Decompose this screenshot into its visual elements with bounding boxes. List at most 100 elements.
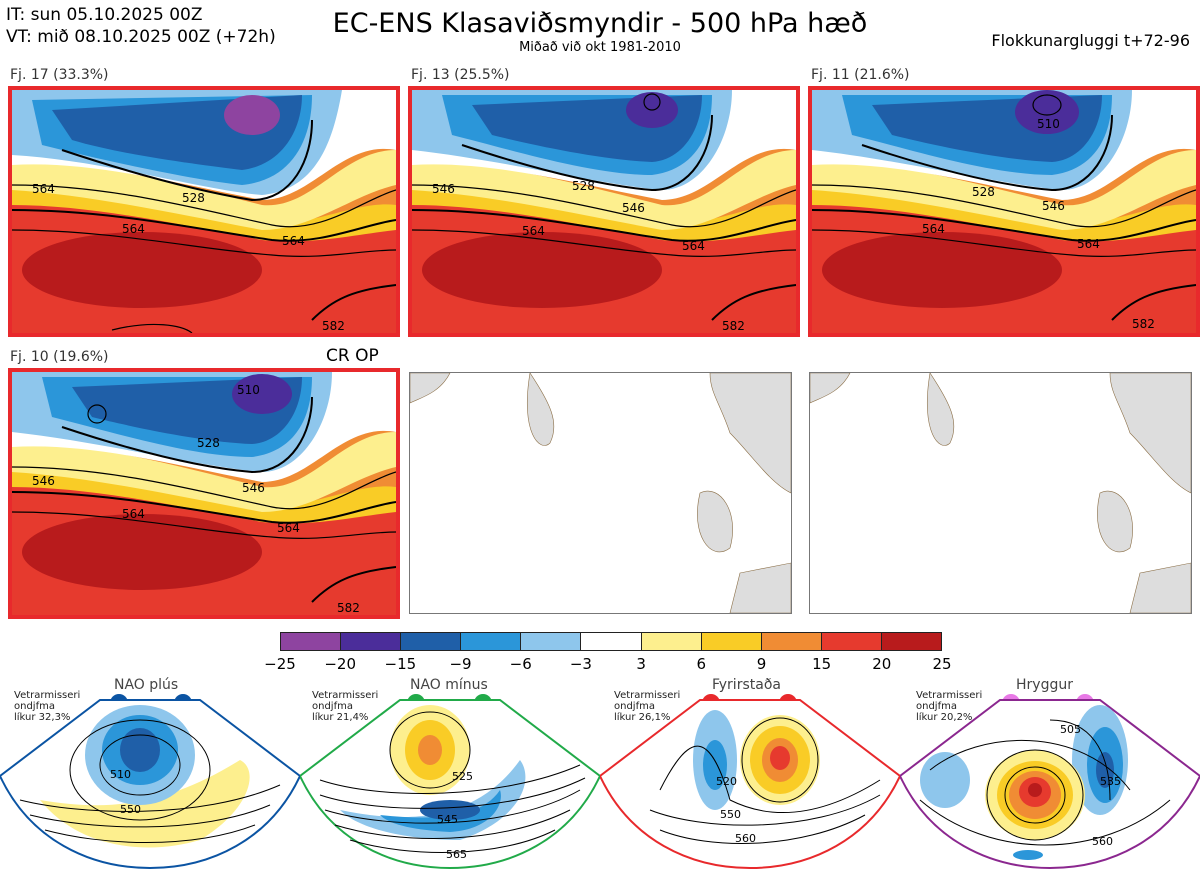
- tick-label: 3: [636, 655, 646, 673]
- cluster-4-map[interactable]: 510 528 546 546 564 564 582: [8, 368, 400, 619]
- regime-probability: líkur 32,3%: [14, 712, 71, 723]
- contour-label: 582: [337, 601, 360, 615]
- swatch: [281, 633, 342, 650]
- contour-label: 520: [716, 775, 737, 788]
- tick-label: 6: [696, 655, 707, 673]
- swatch: [641, 633, 702, 650]
- contour-label: 528: [572, 179, 595, 193]
- tick-label: −9: [449, 655, 472, 673]
- coastline-map: [810, 373, 1191, 613]
- swatch: [341, 633, 402, 650]
- page-title: EC-ENS Klasaviðsmyndir - 500 hPa hæð: [332, 8, 868, 39]
- swatch: [701, 633, 762, 650]
- regime-2-map[interactable]: 525 545 565: [300, 690, 600, 871]
- contour-label: 564: [277, 521, 300, 535]
- regime-months: ondjfma: [614, 701, 655, 712]
- tick-label: −6: [509, 655, 532, 673]
- page-subtitle: Miðað við okt 1981-2010: [519, 40, 681, 55]
- tick-label: 25: [932, 655, 952, 673]
- regime-season: Vetrarmisseri: [14, 690, 81, 701]
- colorbar-swatches: [280, 632, 942, 651]
- contour-label: 564: [122, 507, 145, 521]
- contour-label: 510: [1037, 117, 1060, 131]
- colorbar: −25 −20 −15 −9 −6 −3 3 6 9 15 20 25: [264, 632, 952, 673]
- cluster-1-map[interactable]: 564 528 564 564 582: [8, 86, 400, 337]
- colorbar-ticks: −25 −20 −15 −9 −6 −3 3 6 9 15 20 25: [264, 651, 951, 673]
- regime-4-info: Vetrarmisseri ondjfma líkur 20,2%: [916, 690, 982, 723]
- regime-probability: líkur 21,4%: [312, 712, 369, 723]
- swatch: [461, 633, 522, 650]
- contour-label: 528: [197, 436, 220, 450]
- contour-label: 546: [32, 474, 55, 488]
- regime-season: Vetrarmisseri: [614, 690, 681, 701]
- valid-time: VT: mið 08.10.2025 00Z (+72h): [6, 27, 276, 47]
- contour-label: 564: [682, 239, 705, 253]
- contour-label: 528: [972, 185, 995, 199]
- regime-1-title: NAO plús: [114, 677, 179, 693]
- tick-label: 20: [872, 655, 892, 673]
- coastline-map: [410, 373, 791, 613]
- swatch: [761, 633, 822, 650]
- tick-label: −25: [264, 655, 296, 673]
- header-times: IT: sun 05.10.2025 00Z VT: mið 08.10.202…: [6, 4, 276, 48]
- tick-label: −20: [324, 655, 356, 673]
- contour-label: 565: [446, 848, 467, 861]
- contour-label: 564: [32, 182, 55, 196]
- regime-1-info: Vetrarmisseri ondjfma líkur 32,3%: [14, 690, 80, 723]
- regime-probability: líkur 20,2%: [916, 712, 973, 723]
- contour-label: 546: [1042, 199, 1065, 213]
- regime-probability: líkur 26,1%: [614, 712, 671, 723]
- cluster-3-label: Fj. 11 (21.6%): [811, 67, 910, 83]
- contour-label: 582: [722, 319, 745, 333]
- contour-label: 560: [735, 832, 756, 845]
- tick-label: −3: [569, 655, 592, 673]
- tick-label: 15: [812, 655, 832, 673]
- cluster-2-label: Fj. 13 (25.5%): [411, 67, 510, 83]
- contour-label: 550: [120, 803, 141, 816]
- contour-label: 546: [622, 201, 645, 215]
- regime-3-title: Fyrirstaða: [712, 677, 781, 693]
- swatch: [521, 633, 582, 650]
- contour-label: 564: [522, 224, 545, 238]
- swatch: [881, 633, 942, 650]
- cr-op-label: CR OP: [326, 346, 379, 366]
- empty-map-1: [409, 372, 792, 614]
- contour-label: 582: [1132, 317, 1155, 331]
- cluster-4-label: Fj. 10 (19.6%): [10, 349, 109, 365]
- contour-label: 564: [1077, 237, 1100, 251]
- regime-2-info: Vetrarmisseri ondjfma líkur 21,4%: [312, 690, 378, 723]
- contour-label: 535: [1100, 775, 1121, 788]
- contour-label: 545: [437, 813, 458, 826]
- contour-label: 564: [922, 222, 945, 236]
- swatch: [401, 633, 462, 650]
- swatch: [821, 633, 882, 650]
- contour-label: 550: [720, 808, 741, 821]
- swatch: [581, 633, 642, 650]
- anomaly-map-3: 510 528 546 564 564 582: [812, 90, 1196, 333]
- anomaly-map-1: 564 528 564 564 582: [12, 90, 396, 333]
- contour-label: 510: [110, 768, 131, 781]
- regime-season: Vetrarmisseri: [916, 690, 983, 701]
- regime-2-title: NAO mínus: [410, 677, 488, 693]
- regime-months: ondjfma: [14, 701, 55, 712]
- anomaly-map-4: 510 528 546 546 564 564 582: [12, 372, 396, 615]
- regime-1-map[interactable]: 510 550: [0, 690, 300, 871]
- cluster-3-map[interactable]: 510 528 546 564 564 582: [808, 86, 1200, 337]
- regime-4-map[interactable]: 505 535 560: [900, 690, 1200, 871]
- tick-label: −15: [384, 655, 417, 673]
- regime-4-title: Hryggur: [1016, 677, 1073, 693]
- classification-window: Flokkunargluggi t+72-96: [991, 31, 1190, 50]
- contour-label: 564: [122, 222, 145, 236]
- contour-label: 546: [242, 481, 265, 495]
- contour-label: 525: [452, 770, 473, 783]
- regime-3-map[interactable]: 520 550 560: [600, 690, 900, 871]
- cluster-2-map[interactable]: 546 528 546 564 564 582: [408, 86, 800, 337]
- regime-season: Vetrarmisseri: [312, 690, 379, 701]
- cluster-1-label: Fj. 17 (33.3%): [10, 67, 109, 83]
- regime-months: ondjfma: [916, 701, 957, 712]
- contour-label: 505: [1060, 723, 1081, 736]
- regime-3-info: Vetrarmisseri ondjfma líkur 26,1%: [614, 690, 680, 723]
- contour-label: 582: [322, 319, 345, 333]
- contour-label: 546: [432, 182, 455, 196]
- contour-label: 564: [282, 234, 305, 248]
